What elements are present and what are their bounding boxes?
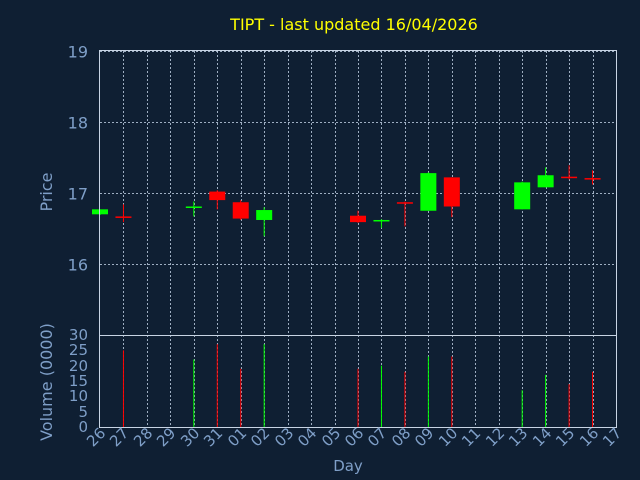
tick-labels: 2627282930310102030405060708091011121314… bbox=[68, 43, 626, 451]
x-tick-label: 29 bbox=[153, 424, 179, 450]
candle-body bbox=[209, 191, 226, 201]
volume-axis-label: Volume (0000) bbox=[37, 323, 56, 441]
volume-tick-label: 25 bbox=[69, 341, 88, 359]
candle-body bbox=[537, 175, 554, 188]
x-axis-label: Day bbox=[333, 457, 363, 475]
volume-tick-label: 30 bbox=[69, 326, 88, 344]
price-tick-label: 16 bbox=[68, 256, 88, 275]
x-tick-label: 09 bbox=[411, 424, 437, 450]
x-tick-label: 17 bbox=[599, 424, 625, 450]
volume-panel-frame bbox=[99, 335, 617, 428]
x-tick-label: 15 bbox=[552, 424, 578, 450]
candle-body bbox=[115, 216, 132, 218]
candle-body bbox=[584, 178, 601, 180]
volume-tick-label: 10 bbox=[69, 387, 88, 405]
x-tick-label: 11 bbox=[458, 424, 484, 450]
candles bbox=[92, 165, 601, 237]
candle-body bbox=[396, 202, 413, 204]
candle-body bbox=[443, 177, 460, 207]
grid bbox=[100, 51, 616, 427]
candle-body bbox=[256, 210, 273, 220]
price-axis-label: Price bbox=[37, 172, 56, 211]
price-tick-label: 17 bbox=[68, 185, 88, 204]
x-tick-label: 27 bbox=[106, 424, 132, 450]
volume-tick-label: 20 bbox=[69, 357, 88, 375]
price-tick-label: 18 bbox=[68, 114, 88, 133]
candle-body bbox=[561, 176, 578, 179]
plot-frame bbox=[99, 50, 617, 428]
candle-body bbox=[232, 202, 249, 219]
candle-body bbox=[373, 219, 390, 222]
chart-title: TIPT - last updated 16/04/2026 bbox=[229, 15, 478, 34]
candle-body bbox=[420, 173, 437, 211]
price-tick-label: 19 bbox=[68, 43, 88, 62]
x-tick-label: 13 bbox=[505, 424, 531, 450]
candle-body bbox=[514, 182, 531, 210]
x-tick-label: 07 bbox=[364, 424, 390, 450]
candle-body bbox=[185, 206, 202, 208]
x-tick-label: 04 bbox=[294, 424, 320, 450]
volume-tick-label: 5 bbox=[78, 403, 88, 421]
volume-bars bbox=[122, 344, 594, 427]
volume-tick-label: 0 bbox=[78, 418, 88, 436]
x-tick-label: 31 bbox=[200, 424, 226, 450]
volume-tick-label: 15 bbox=[69, 372, 88, 390]
x-tick-label: 02 bbox=[247, 424, 273, 450]
candle-body bbox=[350, 215, 366, 223]
